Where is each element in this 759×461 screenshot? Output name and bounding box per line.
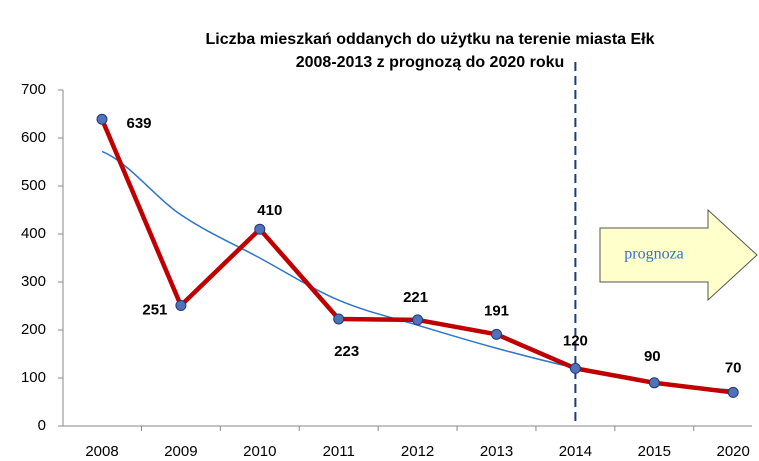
y-tick-label: 500 (21, 177, 46, 194)
chart-title: Liczba mieszkań oddanych do użytku na te… (205, 31, 654, 48)
annotation: prognoza (624, 246, 684, 263)
data-label: 90 (644, 348, 661, 365)
forecast-arrow (599, 208, 758, 302)
data-label: 639 (126, 115, 151, 132)
marker (333, 313, 345, 325)
x-tick-label: 2015 (638, 443, 671, 460)
x-tick-label: 2020 (717, 443, 750, 460)
marker (254, 223, 266, 235)
marker (491, 328, 502, 340)
x-tick-label: 2010 (243, 443, 276, 460)
y-tick-label: 400 (21, 225, 46, 242)
x-tick-label: 2013 (480, 443, 513, 460)
y-tick-label: 700 (21, 81, 46, 98)
x-tick-label: 2014 (559, 443, 592, 460)
x-tick-label: 2012 (401, 443, 434, 460)
data-label: 70 (725, 359, 742, 376)
marker (648, 377, 660, 389)
x-tick-label: 2008 (85, 443, 118, 460)
marker (412, 314, 424, 326)
data-label: 251 (142, 301, 167, 318)
y-tick-label: 600 (21, 129, 46, 146)
marker (569, 362, 581, 374)
data-label: 191 (484, 302, 509, 319)
x-tick-label: 2011 (323, 443, 355, 460)
marker (727, 386, 739, 398)
data-label: 221 (403, 289, 428, 306)
data-label: 410 (257, 202, 282, 219)
y-tick-label: 100 (21, 369, 46, 386)
marker (96, 113, 108, 125)
y-tick-label: 200 (21, 321, 46, 338)
y-tick-label: 300 (21, 273, 46, 290)
chart-subtitle: 2008-2013 z prognozą do 2020 roku (296, 54, 565, 71)
x-tick-label: 2009 (164, 443, 197, 460)
data-label: 120 (563, 332, 588, 349)
data-label: 223 (334, 343, 359, 360)
y-tick-label: 0 (38, 417, 46, 434)
marker (175, 300, 187, 312)
